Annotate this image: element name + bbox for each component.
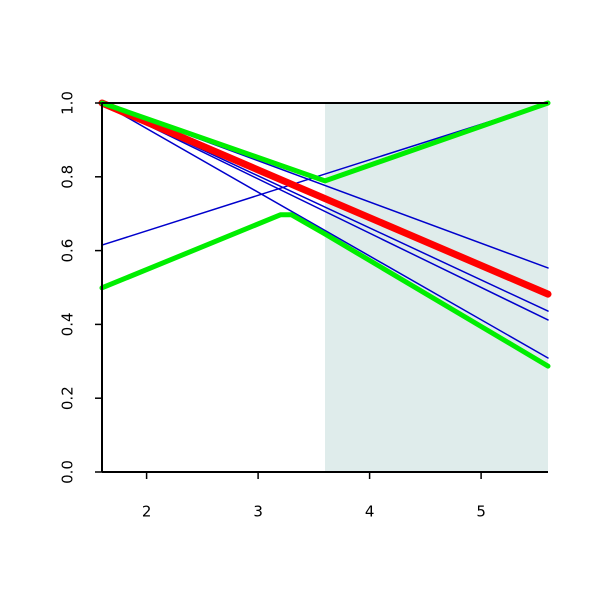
x-tick-label: 5 bbox=[476, 503, 486, 521]
shaded-region bbox=[325, 103, 548, 472]
x-tick-label: 3 bbox=[253, 503, 263, 521]
y-tick-label: 0.8 bbox=[59, 165, 77, 189]
series-line bbox=[99, 212, 551, 369]
y-tick-label: 1.0 bbox=[59, 91, 77, 115]
y-tick-label: 0.6 bbox=[59, 239, 77, 263]
series-line bbox=[98, 99, 552, 298]
x-tick-label: 4 bbox=[365, 503, 375, 521]
x-tick-label: 2 bbox=[142, 503, 152, 521]
y-tick-label: 0.0 bbox=[59, 460, 77, 484]
series-line bbox=[99, 100, 551, 184]
y-tick-label: 0.4 bbox=[59, 312, 77, 336]
y-tick-label: 0.2 bbox=[59, 386, 77, 410]
series-line bbox=[101, 102, 549, 321]
series-line bbox=[101, 102, 549, 359]
